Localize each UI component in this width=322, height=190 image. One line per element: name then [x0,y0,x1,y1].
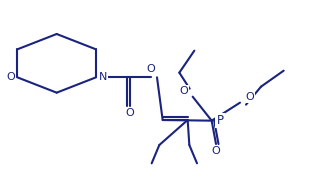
Text: O: O [6,72,15,82]
Text: O: O [147,64,156,74]
Text: O: O [179,86,188,96]
Text: N: N [99,72,107,82]
Text: P: P [217,114,224,127]
Text: O: O [126,108,134,118]
Text: O: O [245,92,254,102]
Text: O: O [212,146,220,156]
